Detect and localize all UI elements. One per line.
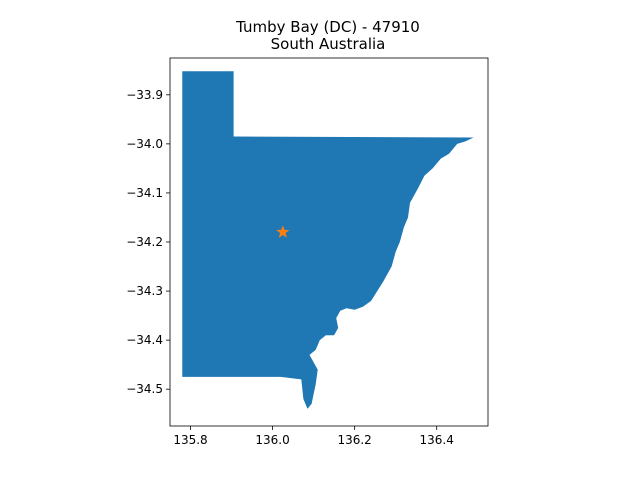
- y-tick-label: −34.2: [126, 235, 163, 249]
- plot-area: [182, 71, 474, 409]
- map-subtitle: South Australia: [271, 35, 386, 53]
- location-star-icon: [276, 225, 290, 238]
- map-title: Tumby Bay (DC) - 47910: [235, 18, 420, 36]
- y-tick-label: −34.0: [126, 137, 163, 151]
- x-tick-label: 136.2: [337, 433, 371, 447]
- x-tick-label: 136.0: [255, 433, 289, 447]
- x-tick-label: 135.8: [173, 433, 207, 447]
- y-tick-label: −33.9: [126, 88, 163, 102]
- y-tick-label: −34.4: [126, 333, 163, 347]
- y-tick-label: −34.5: [126, 382, 163, 396]
- y-tick-label: −34.3: [126, 284, 163, 298]
- x-tick-label: 136.4: [420, 433, 454, 447]
- region-polygon: [182, 71, 474, 409]
- y-tick-label: −34.1: [126, 186, 163, 200]
- y-axis: −33.9 −34.0 −34.1 −34.2 −34.3 −34.4 −34.5: [126, 88, 170, 396]
- x-axis: 135.8 136.0 136.2 136.4: [173, 426, 454, 447]
